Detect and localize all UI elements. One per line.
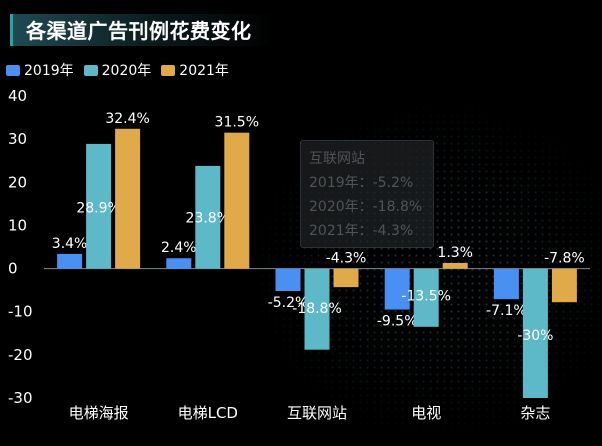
data-label: 28.9% [76, 200, 120, 216]
data-label: 1.3% [437, 245, 473, 261]
data-label: 31.5% [215, 115, 259, 131]
bar-2020年-电梯海报 [86, 143, 112, 269]
data-label: 2.4% [161, 240, 197, 256]
bar-2021年-电梯LCD [224, 132, 250, 269]
tooltip-row-2021: 2021年：-4.3% [309, 223, 414, 239]
y-tick-label: 20 [8, 173, 27, 191]
y-tick-label: 30 [8, 130, 27, 148]
x-tick-label: 电梯海报 [69, 404, 129, 422]
title-bar [10, 14, 275, 46]
legend-swatch-2020 [83, 64, 98, 76]
bar-2020年-电梯LCD [195, 165, 221, 269]
y-tick-label: -20 [8, 346, 33, 364]
data-label: -5.2% [268, 295, 309, 311]
data-label: -4.3% [326, 251, 367, 267]
bar-2019年-电梯LCD [166, 258, 192, 269]
bar-2021年-杂志 [551, 268, 577, 303]
chart-title: 各渠道广告刊例花费变化 [26, 19, 252, 43]
bar-2020年-杂志 [522, 268, 548, 398]
y-tick-label: 40 [8, 87, 27, 105]
legend-label-2021: 2021年 [179, 63, 229, 79]
data-label: -30% [517, 328, 553, 344]
legend: 2019年 2020年 2021年 [6, 60, 239, 80]
bar-2020年-互联网站 [304, 268, 330, 350]
data-label: 32.4% [105, 111, 149, 127]
legend-item-2019[interactable]: 2019年 [6, 60, 74, 80]
legend-item-2020[interactable]: 2020年 [83, 60, 152, 80]
x-tick-label: 互联网站 [287, 404, 347, 422]
y-tick-label: 0 [8, 260, 18, 278]
data-label: -18.8% [292, 301, 342, 317]
y-tick-label: -30 [8, 389, 33, 407]
legend-swatch-2019 [6, 64, 20, 76]
data-label: -7.1% [486, 303, 527, 319]
data-label: 3.4% [52, 236, 88, 252]
x-tick-label: 电视 [411, 404, 441, 422]
tooltip-row-2020: 2020年：-18.8% [309, 199, 423, 215]
legend-swatch-2021 [161, 64, 176, 76]
data-label: -7.8% [544, 251, 585, 267]
bar-2019年-电梯海报 [57, 253, 83, 269]
legend-item-2021[interactable]: 2021年 [161, 60, 229, 80]
data-label: -13.5% [401, 289, 451, 305]
legend-label-2020: 2020年 [101, 63, 152, 79]
data-label: 23.8% [186, 210, 230, 226]
tooltip: 互联网站 2019年：-5.2% 2020年：-18.8% 2021年：-4.3… [300, 140, 434, 248]
bar-2019年-互联网站 [275, 268, 301, 292]
legend-label-2019: 2019年 [24, 63, 74, 79]
y-tick-label: 10 [8, 216, 27, 234]
bar-2020年-电视 [413, 268, 439, 327]
bar-2019年-电视 [384, 268, 410, 310]
x-tick-label: 杂志 [520, 404, 550, 422]
bar-2021年-电视 [442, 262, 468, 269]
tooltip-title: 互联网站 [309, 151, 365, 167]
bar-2021年-互联网站 [333, 268, 359, 288]
x-tick-label: 电梯LCD [178, 404, 238, 422]
bar-2021年-电梯海报 [115, 128, 141, 269]
tooltip-row-2019: 2019年：-5.2% [309, 175, 414, 191]
y-tick-label: -10 [8, 303, 33, 321]
data-label: -9.5% [377, 314, 418, 330]
bar-2019年-杂志 [493, 268, 519, 300]
